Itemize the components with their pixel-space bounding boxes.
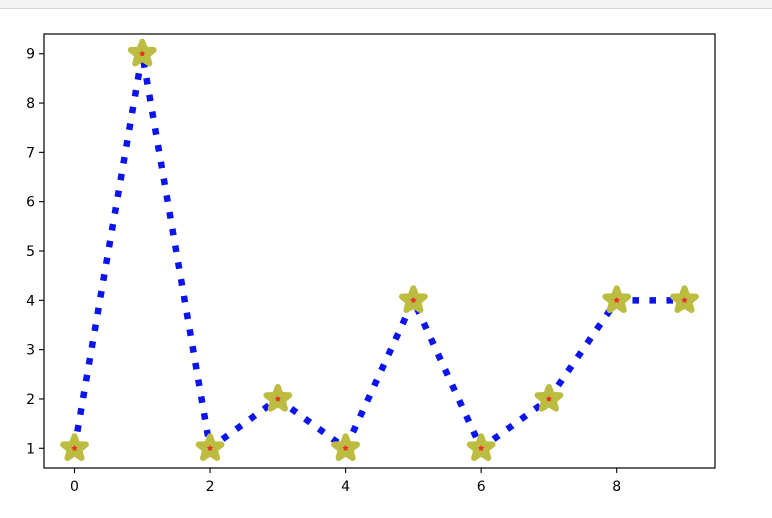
star-marker bbox=[331, 433, 361, 461]
window-top-strip bbox=[0, 0, 772, 9]
x-tick-label: 6 bbox=[477, 479, 486, 495]
y-tick-label: 4 bbox=[26, 293, 35, 309]
star-marker bbox=[398, 285, 428, 314]
y-tick-label: 8 bbox=[26, 96, 35, 112]
y-tick-label: 5 bbox=[26, 244, 35, 260]
y-tick-label: 9 bbox=[26, 47, 35, 63]
y-tick-label: 2 bbox=[26, 392, 35, 408]
star-marker bbox=[602, 285, 632, 314]
y-tick-label: 1 bbox=[26, 441, 35, 457]
star-marker bbox=[195, 433, 225, 461]
star-marker bbox=[263, 383, 293, 412]
series-line-layer bbox=[71, 50, 685, 452]
series-line-0 bbox=[71, 50, 685, 452]
x-tick-label: 4 bbox=[341, 479, 350, 495]
star-marker bbox=[60, 433, 89, 461]
star-marker bbox=[670, 285, 699, 314]
star-marker bbox=[534, 383, 564, 412]
y-axis: 1 2 3 4 5 6 7 8 9 bbox=[26, 47, 44, 457]
y-tick-label: 6 bbox=[26, 195, 35, 211]
y-tick-label: 7 bbox=[26, 145, 35, 161]
star-marker bbox=[127, 38, 157, 67]
x-tick-label: 2 bbox=[206, 479, 215, 495]
plot-frame bbox=[43, 33, 716, 469]
y-tick-label: 3 bbox=[26, 343, 35, 359]
x-tick-label: 0 bbox=[70, 479, 79, 495]
marker-layer bbox=[60, 38, 699, 461]
x-tick-label: 8 bbox=[612, 479, 621, 495]
x-axis: 0 2 4 6 8 bbox=[70, 468, 621, 495]
star-marker bbox=[466, 433, 496, 461]
